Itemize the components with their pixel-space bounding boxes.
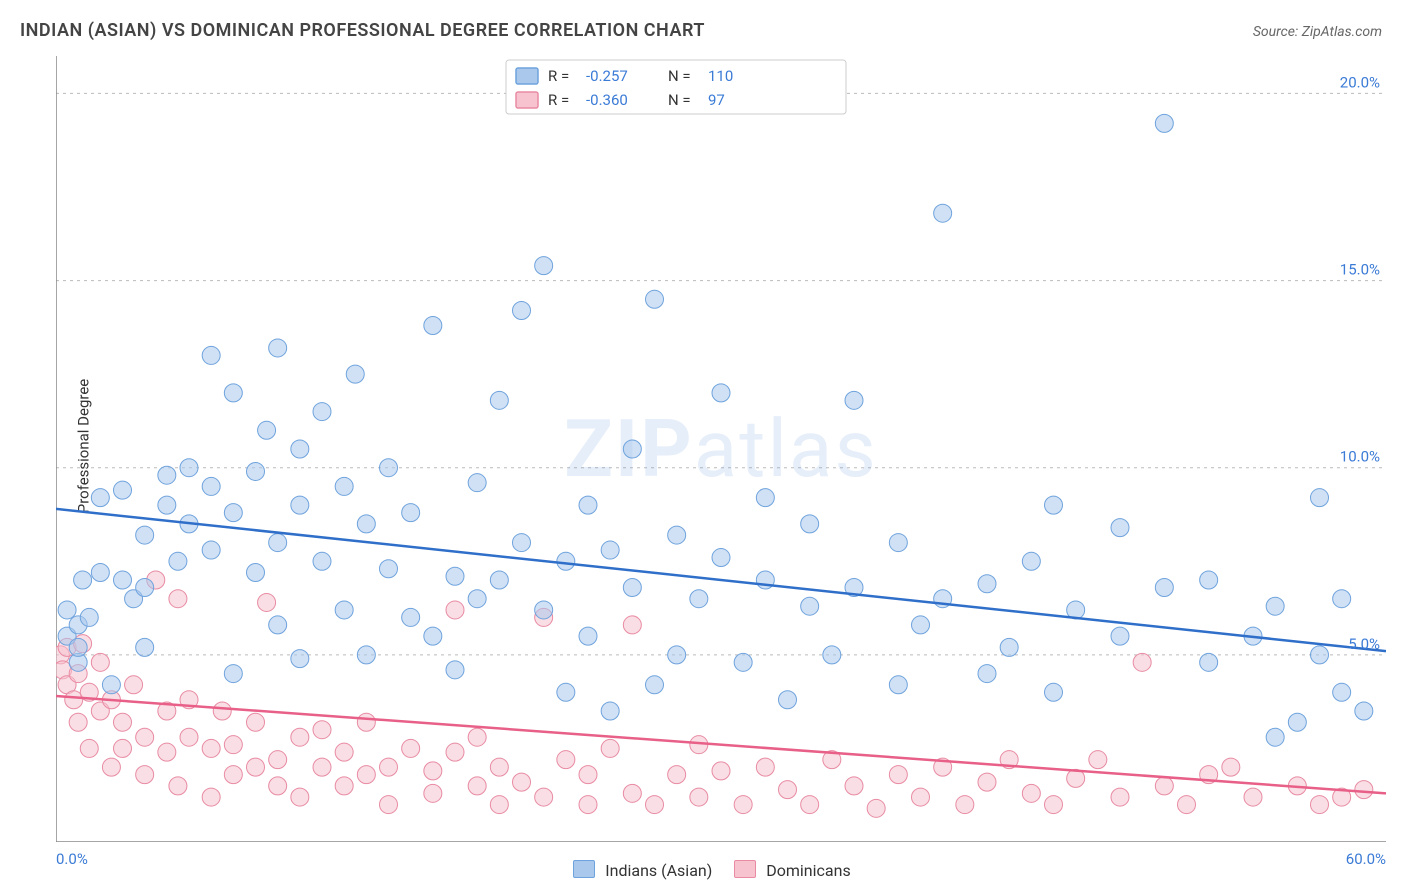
svg-text:5.0%: 5.0%: [1348, 635, 1380, 653]
legend-bottom-swatch-a: [573, 860, 595, 878]
legend-swatch-a: [516, 68, 538, 84]
legend-r-label-b: R =: [548, 91, 569, 109]
svg-text:15.0%: 15.0%: [1340, 261, 1380, 279]
legend-n-value-a: 110: [708, 67, 733, 85]
source-credit: Source: ZipAtlas.com: [1253, 24, 1382, 40]
legend-bottom: Indians (Asian) Dominicans: [0, 860, 1406, 880]
legend-n-label-b: N =: [668, 91, 691, 109]
legend-r-value-a: -0.257: [586, 67, 628, 85]
series-b-points: [56, 571, 1373, 817]
legend-n-value-b: 97: [708, 91, 725, 109]
svg-text:20.0%: 20.0%: [1340, 73, 1380, 91]
plot-svg: ZIPatlas 5.0% 10.0% 15.0% 20.0% R = -0.257 …: [56, 56, 1386, 842]
legend-top: R = -0.257 N = 110 R = -0.360 N = 97: [506, 60, 846, 114]
legend-swatch-b: [516, 92, 538, 108]
svg-text:10.0%: 10.0%: [1340, 448, 1380, 466]
legend-r-label-a: R =: [548, 67, 569, 85]
plot-area: ZIPatlas 5.0% 10.0% 15.0% 20.0% R = -0.257 …: [56, 56, 1386, 842]
legend-bottom-label-a: Indians (Asian): [605, 861, 712, 880]
y-axis-ticks: 5.0% 10.0% 15.0% 20.0%: [1340, 73, 1380, 652]
watermark: ZIPatlas: [564, 402, 877, 496]
chart-title: INDIAN (ASIAN) VS DOMINICAN PROFESSIONAL…: [20, 20, 705, 41]
legend-bottom-swatch-b: [734, 860, 756, 878]
legend-n-label-a: N =: [668, 67, 691, 85]
legend-r-value-b: -0.360: [586, 91, 628, 109]
legend-bottom-label-b: Dominicans: [766, 861, 850, 880]
